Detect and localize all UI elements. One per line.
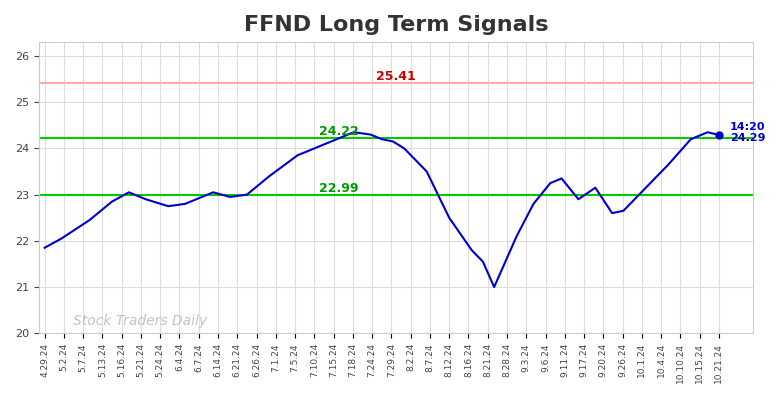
Text: 22.99: 22.99 xyxy=(319,182,358,195)
Title: FFND Long Term Signals: FFND Long Term Signals xyxy=(244,15,548,35)
Text: Stock Traders Daily: Stock Traders Daily xyxy=(73,314,207,328)
Text: 24.22: 24.22 xyxy=(319,125,358,138)
Text: 14:20
24.29: 14:20 24.29 xyxy=(730,122,766,144)
Text: 25.41: 25.41 xyxy=(376,70,416,83)
